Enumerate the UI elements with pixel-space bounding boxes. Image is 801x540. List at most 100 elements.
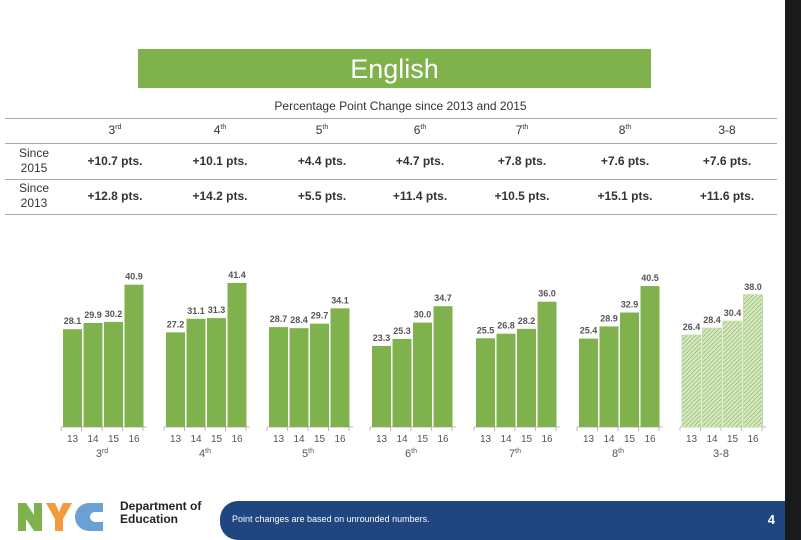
tick-label: 13 <box>376 434 388 445</box>
tick-label: 15 <box>108 434 120 445</box>
tick-label: 16 <box>231 434 243 445</box>
table-cell: +4.4 pts. <box>297 154 347 168</box>
tick-label: 15 <box>727 434 739 445</box>
bar <box>579 338 598 427</box>
bar <box>227 282 247 427</box>
page-number: 4 <box>767 512 775 527</box>
tick-label: 14 <box>603 434 615 445</box>
table-cell: +7.6 pts. <box>702 154 752 168</box>
data-label: 23.3 <box>373 333 391 343</box>
bar <box>330 308 350 427</box>
column-header: 6th <box>413 123 427 137</box>
column-header: 3rd <box>108 123 122 137</box>
tick-label: 13 <box>67 434 79 445</box>
table-cell: +12.8 pts. <box>87 189 143 203</box>
bar <box>186 318 206 427</box>
data-label: 34.1 <box>331 295 349 305</box>
data-label: 28.2 <box>518 316 536 326</box>
tick-label: 16 <box>644 434 656 445</box>
table-cell: +10.1 pts. <box>192 154 248 168</box>
bar <box>83 322 103 427</box>
window-edge <box>785 0 801 540</box>
bar <box>640 286 660 427</box>
bar <box>599 326 619 427</box>
data-label: 28.7 <box>270 314 288 324</box>
dept-line1: Department of <box>120 499 202 513</box>
subject-banner: English <box>138 49 651 88</box>
data-label: 26.4 <box>683 322 701 332</box>
tick-label: 13 <box>686 434 698 445</box>
data-label: 40.5 <box>641 273 659 283</box>
bar <box>476 338 495 427</box>
dept-name: Department of Education <box>120 500 201 526</box>
bar <box>372 345 391 427</box>
data-label: 28.4 <box>703 315 721 325</box>
tick-label: 16 <box>437 434 449 445</box>
group-label: 4th <box>199 448 211 460</box>
bar <box>63 329 82 427</box>
table-cell: +10.5 pts. <box>494 189 550 203</box>
tick-label: 14 <box>500 434 512 445</box>
row-label: Since 2015 <box>18 146 50 175</box>
bar <box>620 312 639 427</box>
data-label: 36.0 <box>538 289 556 299</box>
data-label: 28.1 <box>64 316 82 326</box>
table-title: Percentage Point Change since 2013 and 2… <box>274 99 527 113</box>
table-cell: +7.6 pts. <box>600 154 650 168</box>
bar <box>269 327 288 427</box>
footer-bar: Point changes are based on unrounded num… <box>220 501 785 540</box>
tick-label: 14 <box>396 434 408 445</box>
bar <box>496 333 516 427</box>
bar <box>104 321 123 427</box>
data-label: 27.2 <box>167 319 185 329</box>
data-label: 30.0 <box>414 310 432 320</box>
group-label: 5th <box>302 448 314 460</box>
data-label: 28.4 <box>290 315 308 325</box>
table-cell: +15.1 pts. <box>597 189 653 203</box>
table-rule <box>5 214 777 215</box>
data-label: 40.9 <box>125 272 143 282</box>
dept-line2: Education <box>120 512 179 526</box>
tick-label: 14 <box>706 434 718 445</box>
bar <box>392 338 412 427</box>
tick-label: 13 <box>480 434 492 445</box>
table-rule <box>5 118 777 119</box>
data-label: 25.3 <box>393 326 411 336</box>
tick-label: 13 <box>583 434 595 445</box>
bar <box>166 332 185 427</box>
bar <box>743 294 763 428</box>
column-header: 7th <box>515 123 529 137</box>
tick-label: 13 <box>273 434 285 445</box>
data-label: 30.4 <box>724 308 742 318</box>
data-label: 38.0 <box>744 282 762 292</box>
tick-label: 16 <box>128 434 140 445</box>
column-header: 3-8 <box>718 123 736 137</box>
bar-chart: 28.1 13 29.9 14 30.2 15 40.9 16 3rd 27.2 13 31.1 14 3… <box>60 270 766 460</box>
bar <box>433 306 453 427</box>
data-label: 25.4 <box>580 326 598 336</box>
bar <box>537 301 557 427</box>
table-rule <box>5 179 777 180</box>
tick-label: 14 <box>87 434 99 445</box>
group-label: 3rd <box>96 448 108 460</box>
data-label: 26.8 <box>497 321 515 331</box>
column-header: 4th <box>213 123 227 137</box>
tick-label: 15 <box>314 434 326 445</box>
tick-label: 15 <box>624 434 636 445</box>
table-cell: +14.2 pts. <box>192 189 248 203</box>
data-label: 29.7 <box>311 311 329 321</box>
group-label: 8th <box>612 448 624 460</box>
tick-label: 14 <box>293 434 305 445</box>
bar <box>207 318 226 427</box>
tick-label: 14 <box>190 434 202 445</box>
data-label: 29.9 <box>84 310 102 320</box>
tick-label: 16 <box>747 434 759 445</box>
tick-label: 16 <box>541 434 553 445</box>
footnote: Point changes are based on unrounded num… <box>232 514 430 524</box>
bar <box>289 328 309 427</box>
table-cell: +10.7 pts. <box>87 154 143 168</box>
tick-label: 13 <box>170 434 182 445</box>
data-label: 25.5 <box>477 325 495 335</box>
data-label: 32.9 <box>621 300 639 310</box>
table-cell: +11.6 pts. <box>699 189 755 203</box>
